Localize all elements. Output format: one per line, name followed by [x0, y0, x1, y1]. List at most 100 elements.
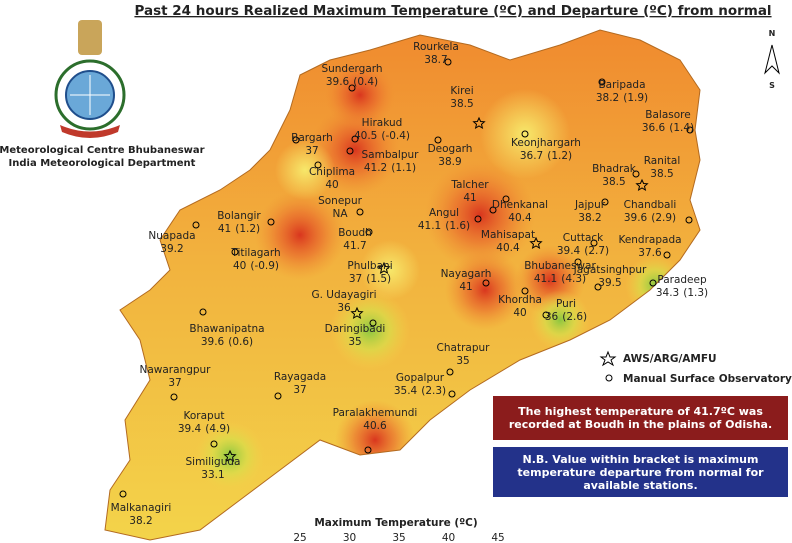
station-departure: (1.2): [235, 223, 260, 235]
station-temp: 37: [168, 377, 181, 389]
station-name: Bhubaneswar: [524, 260, 596, 272]
station-value: 38.5: [450, 98, 473, 110]
station-value: NA: [332, 208, 348, 220]
station-name: G. Udayagiri: [311, 289, 376, 301]
station-name: Malkanagiri: [111, 502, 172, 514]
observatory-marker: [663, 251, 671, 259]
observatory-marker: [446, 368, 454, 376]
observatory-marker: [685, 216, 693, 224]
station-name: Mahisapat: [481, 229, 535, 241]
station-temp: 38.7: [424, 54, 447, 66]
station-temp: 37: [305, 145, 318, 157]
station-name: Nayagarh: [441, 268, 492, 280]
observatory-marker: [444, 58, 452, 66]
observatory-marker: [314, 161, 322, 169]
aws-marker: [472, 116, 486, 130]
station-name: Rourkela: [413, 41, 459, 53]
station-name: Sundergarh: [321, 63, 382, 75]
station-name: Phulbani: [347, 260, 392, 272]
colorbar-tick: 30: [343, 532, 356, 543]
observatory-marker: [434, 136, 442, 144]
station-value: 40: [513, 307, 526, 319]
station-name: Khordha: [498, 294, 542, 306]
station-value: 39.2: [160, 243, 183, 255]
observatory-marker: [521, 130, 529, 138]
station-departure: (1.3): [683, 287, 708, 299]
station-name: Balasore: [645, 109, 690, 121]
station-value: 39.5: [598, 277, 621, 289]
station-value: 39.4 (2.7): [557, 245, 609, 257]
station-temp: NA: [332, 208, 348, 220]
footnote: N.B. Value within bracket is maximum tem…: [493, 447, 788, 497]
station-temp: 40.4: [496, 242, 520, 254]
observatory-marker: [351, 135, 359, 143]
aws-marker: [350, 306, 364, 320]
observatory-marker: [170, 393, 178, 401]
observatory-marker: [346, 147, 354, 155]
station-value: 39.4 (4.9): [178, 423, 230, 435]
station-name: Bhawanipatna: [189, 323, 264, 335]
station-value: 41.1 (4.3): [534, 273, 586, 285]
observatory-marker: [482, 279, 490, 287]
station-value: 40.6: [363, 420, 387, 432]
station-temp: 40.4: [508, 212, 532, 224]
station-name: Daringibadi: [325, 323, 386, 335]
station-name: Angul: [429, 207, 459, 219]
station-name: Paralakhemundi: [333, 407, 418, 419]
aws-marker: [377, 261, 391, 275]
org-line: India Meteorological Department: [9, 158, 196, 169]
station-name: Titilagarh: [230, 247, 280, 259]
compass-n: N: [769, 29, 776, 38]
station-temp: 40: [325, 179, 338, 191]
observatory-marker: [594, 283, 602, 291]
legend-label: AWS/ARG/AMFU: [623, 353, 717, 365]
station-name: Kendrapada: [618, 234, 681, 246]
observatory-marker: [489, 206, 497, 214]
station-temp: 39.5: [598, 277, 621, 289]
station-temp: 39.4: [178, 423, 202, 435]
station-name: Chandbali: [624, 199, 677, 211]
station-departure: (2.9): [651, 212, 676, 224]
station-value: 36 (2.6): [545, 311, 587, 323]
station-departure: (1.2): [547, 150, 572, 162]
observatory-marker: [474, 215, 482, 223]
station-value: 33.1: [201, 469, 224, 481]
station-name: Sambalpur: [362, 149, 420, 161]
station-departure: (4.3): [561, 273, 586, 285]
observatory-marker: [598, 78, 606, 86]
station-temp: 36.7: [520, 150, 543, 162]
station-temp: 35: [348, 336, 361, 348]
station-value: 37: [168, 377, 181, 389]
station-temp: 38.2: [578, 212, 601, 224]
colorbar-tick: 25: [293, 532, 306, 543]
station-name: Keonjhargarh: [511, 137, 581, 149]
station-value: 40: [325, 179, 338, 191]
station-name: Bargarh: [291, 132, 333, 144]
colorbar-tick: 45: [491, 532, 504, 543]
aws-marker: [529, 236, 543, 250]
aws-marker: [635, 178, 649, 192]
station-name: Ranital: [644, 155, 681, 167]
station-temp: 38.2: [596, 92, 619, 104]
station-name: Hirakud: [362, 117, 403, 129]
station-temp: 35.4: [394, 385, 418, 397]
colorbar-title: Maximum Temperature (ºC): [314, 517, 477, 529]
station-name: Nawarangpur: [139, 364, 211, 376]
observatory-marker: [590, 239, 598, 247]
observatory-marker: [292, 136, 300, 144]
station-name: Boudh: [338, 227, 372, 239]
observatory-marker: [601, 198, 609, 206]
station-temp: 40: [513, 307, 526, 319]
station-temp: 38.2: [129, 515, 152, 527]
aws-marker: [223, 449, 237, 463]
observatory-marker: [448, 390, 456, 398]
station-departure: (0.6): [228, 336, 253, 348]
observatory-marker: [369, 319, 377, 327]
station-value: 41: [459, 281, 472, 293]
station-temp: 37.6: [638, 247, 662, 259]
station-temp: 41: [459, 281, 472, 293]
title: Past 24 hours Realized Maximum Temperatu…: [134, 3, 771, 19]
station-temp: 38.5: [602, 176, 625, 188]
observatory-marker: [274, 392, 282, 400]
